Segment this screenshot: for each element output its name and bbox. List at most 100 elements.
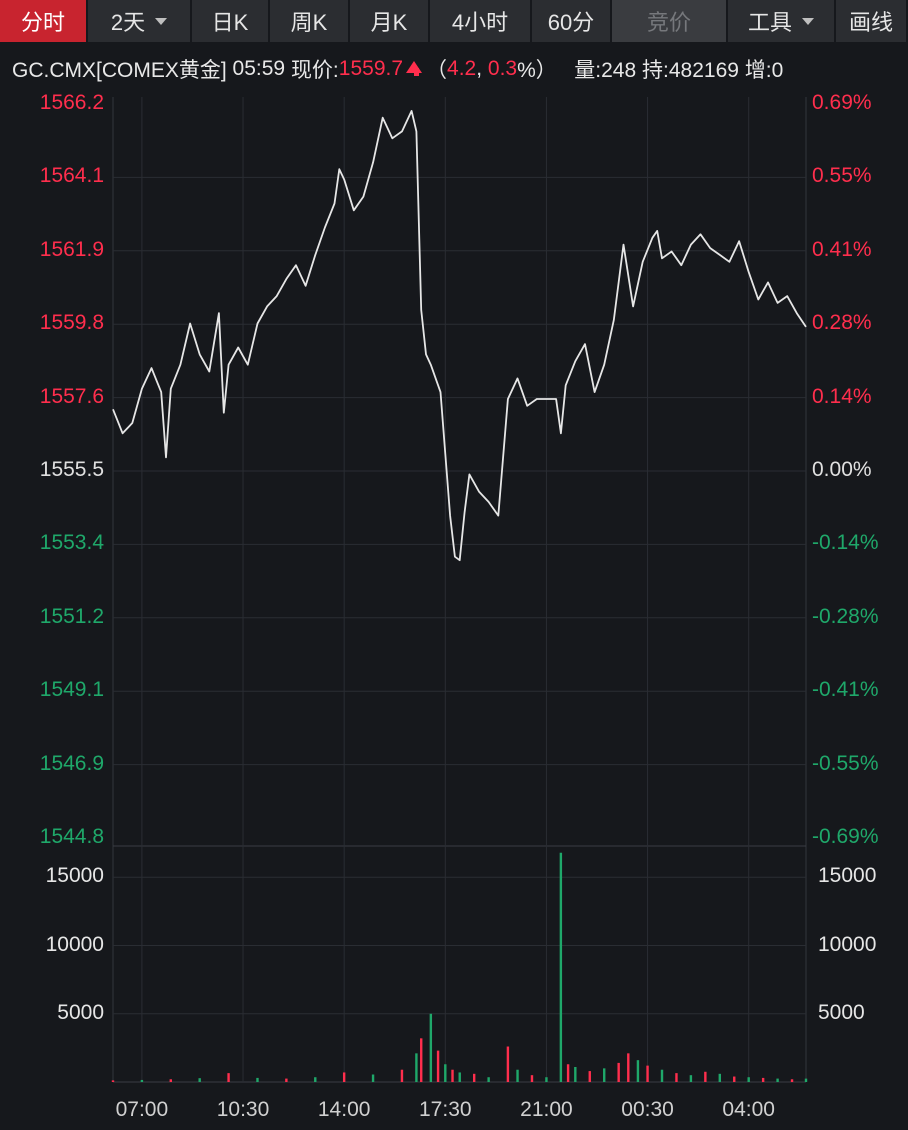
volume-bar	[718, 1073, 721, 1082]
volume-bar	[804, 1078, 808, 1082]
volume-bar	[627, 1053, 630, 1082]
price-tick-label: 1566.2	[39, 91, 104, 114]
volume-bar	[314, 1077, 317, 1082]
pct-tick-label: 0.69%	[812, 91, 872, 114]
tab-label: 日K	[211, 10, 249, 35]
tab-label: 60分	[547, 10, 595, 35]
price-tick-label: 1546.9	[39, 751, 104, 775]
pct-tick-label: 0.55%	[812, 164, 872, 188]
tab-3[interactable]: 周K	[270, 0, 350, 42]
volume-bar	[342, 1072, 346, 1082]
volume-tick-label: 15000	[45, 864, 104, 888]
volume-bar	[588, 1071, 591, 1082]
volume-bar	[429, 1013, 433, 1082]
volume-tick-label: 10000	[45, 932, 104, 956]
volume-bar	[516, 1069, 519, 1082]
tab-2[interactable]: 日K	[192, 0, 270, 42]
current-price: 1559.7	[338, 57, 404, 80]
volume-bar	[436, 1050, 440, 1082]
volume-tick-label: 5000	[818, 1000, 865, 1024]
price-line	[112, 110, 807, 562]
pct-tick-label: -0.55%	[812, 751, 879, 775]
pct-tick-label: -0.69%	[812, 825, 879, 848]
volume-bar	[747, 1077, 750, 1082]
tab-label: 2天	[110, 10, 146, 35]
volume-bar	[545, 1077, 548, 1082]
time-tick-label: 17:30	[419, 1098, 472, 1121]
time-tick-label: 04:00	[722, 1098, 775, 1121]
pct-tick-label: -0.14%	[812, 531, 879, 555]
volume-tick-label: 10000	[818, 932, 877, 956]
pct-tick-label: 0.41%	[812, 237, 872, 261]
volume-bar	[603, 1068, 606, 1082]
time-tick-label: 21:00	[520, 1098, 573, 1121]
tab-label: 工具	[747, 10, 792, 35]
volume-bar	[559, 852, 563, 1082]
pct-sign: %）	[517, 59, 557, 82]
volume-bar	[566, 1064, 570, 1082]
volume-bar	[472, 1073, 476, 1082]
volume-bar	[636, 1060, 640, 1082]
symbol-name: GC.CMX[COMEX黄金]	[12, 59, 227, 82]
volume-bar	[487, 1077, 490, 1082]
volume-bar	[227, 1073, 230, 1082]
volume-bar	[420, 1038, 423, 1082]
tab-0[interactable]: 分时	[0, 0, 88, 42]
volume-bar	[285, 1078, 288, 1082]
tab-6[interactable]: 60分	[532, 0, 612, 42]
comma-sep: ,	[476, 57, 488, 80]
volume-bar	[169, 1079, 172, 1082]
tab-4[interactable]: 月K	[350, 0, 430, 42]
pct-tick-label: -0.41%	[812, 678, 879, 702]
time-tick-label: 10:30	[216, 1098, 270, 1121]
volume-bar	[506, 1046, 510, 1082]
tab-label: 竞价	[646, 10, 691, 35]
price-tick-label: 1551.2	[39, 604, 104, 628]
price-tick-label: 1553.4	[39, 531, 104, 555]
caret-down-icon	[802, 17, 814, 25]
tab-label: 月K	[370, 10, 408, 35]
paren-open: （	[426, 59, 448, 82]
volume-bar	[415, 1053, 418, 1082]
toolbar: 分时 2天 日K 周K 月K 4小时 60分 竞价 工具 画线	[0, 0, 908, 42]
time-tick-label: 14:00	[317, 1098, 371, 1121]
volume-tick-label: 15000	[818, 864, 877, 888]
quote-time: 05:59	[232, 57, 286, 80]
volume-readout: 量:248	[574, 59, 637, 82]
caret-down-icon	[155, 17, 168, 25]
volume-bar	[400, 1069, 404, 1082]
open-interest-readout: 持:482169	[642, 59, 739, 82]
volume-bar	[198, 1078, 201, 1082]
tab-label: 4小时	[451, 10, 509, 35]
pct-tick-label: 0.00%	[812, 458, 872, 481]
price-change: 4.2	[447, 57, 477, 80]
price-tick-label: 1557.6	[39, 384, 104, 408]
price-tick-label: 1549.1	[39, 678, 104, 702]
volume-tick-label: 5000	[57, 1000, 104, 1024]
price-tick-label: 1559.8	[39, 311, 104, 335]
pct-tick-label: 0.28%	[812, 311, 872, 335]
volume-bar	[574, 1066, 577, 1082]
volume-bar	[733, 1076, 736, 1082]
tab-8[interactable]: 工具	[728, 0, 836, 42]
up-arrow-stem	[414, 68, 420, 76]
increase-readout: 增:0	[744, 59, 784, 82]
tab-1[interactable]: 2天	[88, 0, 192, 42]
volume-bar	[256, 1077, 259, 1082]
price-tick-label: 1544.8	[39, 825, 104, 848]
time-tick-label: 00:30	[621, 1098, 674, 1121]
volume-bar	[776, 1078, 779, 1082]
tab-9[interactable]: 画线	[836, 0, 908, 42]
price-change-pct: 0.3	[487, 57, 518, 80]
volume-bar	[675, 1073, 678, 1082]
price-tick-label: 1561.9	[39, 237, 104, 261]
price-tick-label: 1564.1	[39, 164, 104, 188]
price-tick-label: 1555.5	[39, 458, 104, 481]
time-tick-label: 07:00	[115, 1098, 169, 1121]
volume-bar	[458, 1072, 461, 1082]
volume-bar	[704, 1071, 707, 1082]
tab-5[interactable]: 4小时	[430, 0, 532, 42]
volume-bar	[646, 1065, 649, 1082]
volume-bar	[444, 1064, 447, 1082]
